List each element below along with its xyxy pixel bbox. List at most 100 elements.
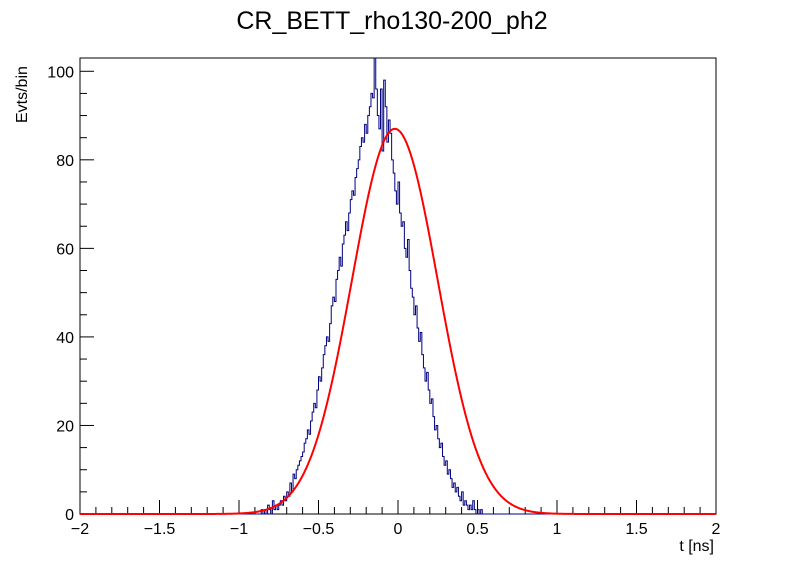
y-axis: 0 20 40 60 80 100 <box>47 64 94 524</box>
histogram-bin <box>319 377 321 514</box>
histogram-bin <box>288 496 290 514</box>
histogram-bin <box>379 129 381 514</box>
histogram-bin <box>320 381 322 514</box>
histogram-series <box>261 58 482 514</box>
histogram-bin <box>325 346 327 514</box>
histogram-bin <box>295 479 297 514</box>
histogram-bin <box>317 390 319 514</box>
histogram-bin <box>398 182 400 514</box>
y-tick-label: 80 <box>56 153 74 170</box>
histogram-bin <box>346 222 348 514</box>
histogram-bin <box>304 443 306 514</box>
histogram-bin <box>349 213 351 514</box>
histogram-bin <box>365 124 367 514</box>
histogram-bin <box>411 288 413 514</box>
histogram-bin <box>395 191 397 514</box>
histogram-bin <box>412 297 414 514</box>
histogram-bin <box>417 328 419 514</box>
histogram-bin <box>374 58 376 514</box>
histogram-bin <box>368 116 370 514</box>
histogram-bin <box>382 151 384 514</box>
histogram-bin <box>301 456 303 514</box>
histogram-bin <box>373 98 375 514</box>
x-tick-label: −1.5 <box>144 521 176 538</box>
histogram-bin <box>358 160 360 514</box>
histogram-bin <box>463 505 465 514</box>
histogram-bin <box>342 244 344 514</box>
histogram-bin <box>314 403 316 514</box>
histogram-bin <box>334 301 336 514</box>
histogram-bin <box>401 226 403 514</box>
gaussian-fit-curve <box>80 127 716 515</box>
histogram-bin <box>433 417 435 514</box>
histogram-bin <box>328 341 330 514</box>
histogram-bin <box>438 439 440 514</box>
histogram-bin <box>353 195 355 514</box>
histogram-bin <box>408 240 410 514</box>
histogram-bin <box>387 142 389 514</box>
histogram-bin <box>435 430 437 514</box>
y-tick-label: 60 <box>56 241 74 258</box>
histogram-bin <box>361 138 363 514</box>
histogram-bin <box>403 222 405 514</box>
histogram-bin <box>282 505 284 514</box>
histogram-bin <box>388 120 390 514</box>
histogram-bin <box>363 142 365 514</box>
histogram-bin <box>455 492 457 514</box>
histogram-bin <box>350 200 352 514</box>
histogram-bin <box>298 465 300 514</box>
histogram-bin <box>468 510 470 514</box>
histogram-bin <box>439 448 441 514</box>
x-axis: −2 −1.5 −1 −0.5 0 0.5 1 1.5 2 <box>71 500 721 538</box>
histogram-bin <box>306 439 308 514</box>
histogram-bin <box>303 452 305 514</box>
x-tick-label: −0.5 <box>303 521 335 538</box>
y-tick-label: 20 <box>56 418 74 435</box>
x-tick-label: 0.5 <box>466 521 488 538</box>
histogram-bin <box>444 465 446 514</box>
histogram-bin <box>333 297 335 514</box>
histogram-bin <box>312 412 314 514</box>
x-tick-label: −1 <box>230 521 248 538</box>
histogram-bin <box>326 337 328 514</box>
histogram-bin <box>315 408 317 514</box>
histogram-bin <box>422 355 424 514</box>
histogram-bin <box>339 257 341 514</box>
histogram-bin <box>347 231 349 514</box>
histogram-bin <box>404 248 406 514</box>
histogram-bin <box>341 266 343 514</box>
histogram-bin <box>385 107 387 514</box>
histogram-bin <box>311 421 313 514</box>
histogram-bin <box>427 372 429 514</box>
histogram-bin <box>419 341 421 514</box>
histogram-bin <box>377 116 379 514</box>
y-tick-label: 40 <box>56 330 74 347</box>
x-tick-label: 1 <box>553 521 562 538</box>
histogram-bin <box>274 510 276 514</box>
histogram-bin <box>309 434 311 514</box>
histogram-bin <box>277 510 279 514</box>
histogram-bin <box>396 204 398 514</box>
y-tick-label: 100 <box>47 64 74 81</box>
histogram-bin <box>331 306 333 514</box>
histogram-bin <box>392 160 394 514</box>
histogram-bin <box>291 492 293 514</box>
histogram-bin <box>428 390 430 514</box>
histogram-bin <box>430 403 432 514</box>
histogram-outline <box>80 57 716 515</box>
histogram-bin <box>390 133 392 514</box>
histogram-bin <box>357 169 359 514</box>
histogram-bin <box>409 271 411 514</box>
x-tick-label: −2 <box>71 521 89 538</box>
histogram-bin <box>355 178 357 514</box>
histogram-bin <box>406 257 408 514</box>
histogram-bin <box>376 89 378 514</box>
x-tick-label: 2 <box>712 521 721 538</box>
x-axis-label: t [ns] <box>679 538 714 555</box>
histogram-bin <box>323 355 325 514</box>
histogram-bin <box>330 324 332 514</box>
histogram-bin <box>415 306 417 514</box>
histogram-bin <box>336 279 338 514</box>
histogram-bin <box>352 191 354 514</box>
